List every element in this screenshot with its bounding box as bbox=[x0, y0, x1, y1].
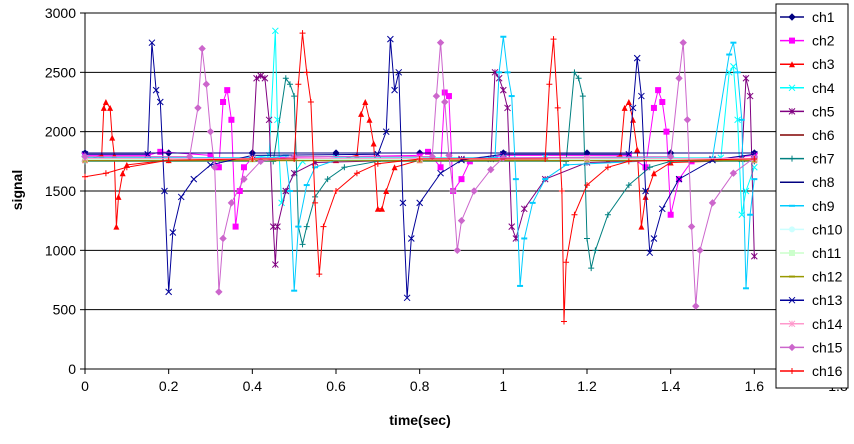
x-tick-label: 1 bbox=[499, 378, 507, 394]
legend-label: ch3 bbox=[812, 56, 835, 72]
y-tick-label: 2000 bbox=[45, 124, 76, 140]
data-point-ch2 bbox=[425, 149, 431, 155]
legend-swatch-marker bbox=[789, 38, 795, 44]
legend-label: ch10 bbox=[812, 221, 843, 237]
legend-label: ch11 bbox=[812, 245, 842, 261]
x-tick-label: 0.8 bbox=[410, 378, 430, 394]
legend-label: ch1 bbox=[812, 9, 835, 25]
y-axis-title: signal bbox=[9, 170, 25, 210]
x-axis-title: time(sec) bbox=[389, 412, 450, 428]
legend-label: ch2 bbox=[812, 33, 835, 49]
legend-label: ch5 bbox=[812, 103, 835, 119]
data-point-ch2 bbox=[663, 129, 669, 135]
legend-label: ch8 bbox=[812, 174, 835, 190]
y-tick-label: 1500 bbox=[45, 183, 76, 199]
data-point-ch2 bbox=[446, 93, 452, 99]
data-point-ch2 bbox=[651, 105, 657, 111]
data-point-ch2 bbox=[659, 99, 665, 105]
x-tick-label: 0.2 bbox=[159, 378, 179, 394]
legend-label: ch9 bbox=[812, 198, 835, 214]
y-tick-label: 1000 bbox=[45, 242, 76, 258]
legend: ch1 ch2 ch3 ch4 ch5 ch6 ch7 ch8 ch9 ch10 ch11 ch12 c… bbox=[776, 4, 848, 388]
x-tick-label: 0.4 bbox=[243, 378, 263, 394]
y-tick-label: 2500 bbox=[45, 64, 76, 80]
data-point-ch2 bbox=[438, 164, 444, 170]
x-tick-label: 0 bbox=[81, 378, 89, 394]
legend-label: ch7 bbox=[812, 151, 835, 167]
x-tick-label: 0.6 bbox=[326, 378, 346, 394]
legend-swatch-marker bbox=[789, 226, 795, 232]
legend-label: ch12 bbox=[812, 269, 843, 285]
legend-label: ch13 bbox=[812, 292, 843, 308]
x-tick-label: 1.4 bbox=[661, 378, 681, 394]
data-point-ch2 bbox=[655, 87, 661, 93]
legend-label: ch6 bbox=[812, 127, 835, 143]
x-tick-label: 1.2 bbox=[577, 378, 597, 394]
data-point-ch2 bbox=[459, 176, 465, 182]
data-point-ch2 bbox=[668, 212, 674, 218]
legend-label: ch4 bbox=[812, 80, 835, 96]
y-tick-label: 500 bbox=[53, 302, 77, 318]
data-point-ch2 bbox=[224, 87, 230, 93]
data-point-ch2 bbox=[233, 224, 239, 230]
data-point-ch2 bbox=[241, 164, 247, 170]
y-tick-label: 0 bbox=[68, 361, 76, 377]
legend-swatch-marker bbox=[789, 250, 795, 256]
x-tick-label: 1.6 bbox=[745, 378, 765, 394]
legend-label: ch15 bbox=[812, 339, 843, 355]
legend-label: ch14 bbox=[812, 316, 843, 332]
data-point-ch2 bbox=[228, 117, 234, 123]
y-tick-label: 3000 bbox=[45, 5, 76, 21]
data-point-ch2 bbox=[220, 99, 226, 105]
legend-label: ch16 bbox=[812, 363, 843, 379]
